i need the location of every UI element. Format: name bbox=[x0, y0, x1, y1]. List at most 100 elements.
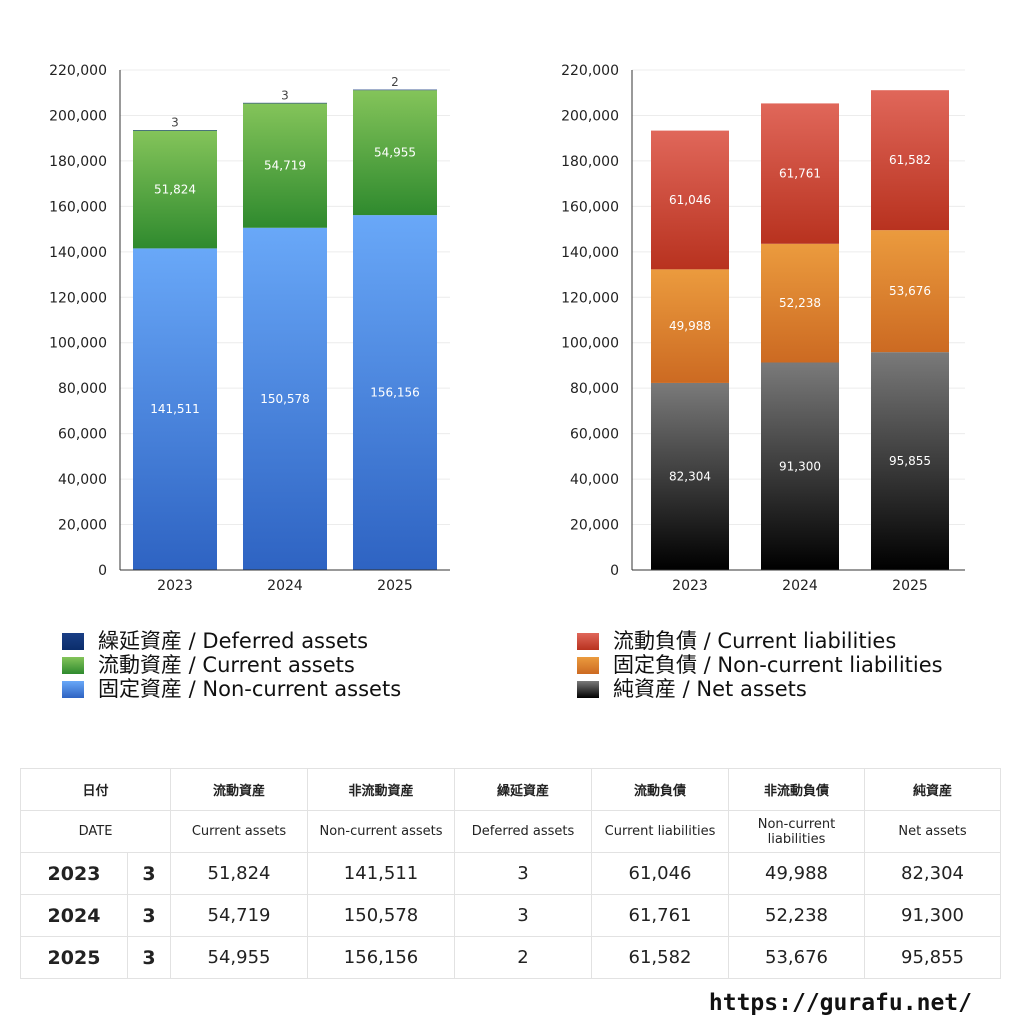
table-header: 繰延資産 bbox=[454, 768, 593, 811]
x-tick-label: 2025 bbox=[892, 578, 928, 594]
table-cell: 54,955 bbox=[170, 936, 309, 979]
bar-segment bbox=[353, 215, 437, 570]
data-label: 61,046 bbox=[669, 193, 711, 207]
bar-segment bbox=[243, 102, 327, 104]
legend-label: 固定資産 / Non-current assets bbox=[98, 677, 402, 701]
assets-legend: 繰延資産 / Deferred assets 流動資産 / Current as… bbox=[62, 629, 401, 701]
legend-item-non-current-assets: 固定資産 / Non-current assets bbox=[62, 677, 401, 701]
table-cell: 2 bbox=[454, 936, 593, 979]
data-label: 91,300 bbox=[779, 459, 821, 473]
table-header: Deferred assets bbox=[454, 810, 593, 853]
table-header: 流動資産 bbox=[170, 768, 309, 811]
bar-segment bbox=[871, 352, 949, 570]
y-tick-label: 100,000 bbox=[49, 336, 107, 352]
bar-segment bbox=[761, 243, 839, 363]
data-label: 82,304 bbox=[669, 469, 711, 483]
legend-item-current-assets: 流動資産 / Current assets bbox=[62, 653, 401, 677]
bar-segment bbox=[761, 362, 839, 570]
x-tick-label: 2023 bbox=[157, 578, 193, 594]
y-tick-label: 20,000 bbox=[570, 518, 619, 534]
y-tick-label: 100,000 bbox=[561, 336, 619, 352]
data-label: 61,761 bbox=[779, 167, 821, 181]
table-cell: 51,824 bbox=[170, 852, 309, 895]
table-header-row-en: DATE Current assets Non-current assets D… bbox=[19, 810, 1002, 853]
data-label: 2 bbox=[391, 75, 399, 89]
y-tick-label: 220,000 bbox=[49, 63, 107, 79]
x-tick-label: 2025 bbox=[377, 578, 413, 594]
legend-swatch bbox=[577, 680, 599, 698]
bar-segment bbox=[651, 130, 729, 270]
bar-segment bbox=[651, 269, 729, 383]
table-header: 日付 bbox=[19, 768, 172, 811]
x-tick-label: 2023 bbox=[672, 578, 708, 594]
legend-swatch bbox=[62, 632, 84, 650]
y-tick-label: 180,000 bbox=[561, 154, 619, 170]
legend-item-deferred-assets: 繰延資産 / Deferred assets bbox=[62, 629, 401, 653]
y-tick-label: 0 bbox=[610, 563, 619, 579]
table-cell: 49,988 bbox=[728, 852, 866, 895]
table-cell: 3 bbox=[454, 894, 593, 937]
data-label: 53,676 bbox=[889, 284, 931, 298]
bar-segment bbox=[353, 89, 437, 91]
table-header: Current assets bbox=[170, 810, 309, 853]
table-cell-year: 2023 bbox=[20, 852, 128, 895]
legend-item-current-liabilities: 流動負債 / Current liabilities bbox=[577, 629, 943, 653]
table-cell: 150,578 bbox=[307, 894, 456, 937]
bar-segment bbox=[133, 130, 217, 131]
table-header: 非流動負債 bbox=[728, 768, 866, 811]
table-cell-year: 2024 bbox=[20, 894, 128, 937]
table-cell: 141,511 bbox=[307, 852, 456, 895]
table-cell: 53,676 bbox=[728, 936, 866, 979]
financial-data-table: 日付 流動資産 非流動資産 繰延資産 流動負債 非流動負債 純資産 DATE C… bbox=[19, 768, 1002, 979]
table-cell-month: 3 bbox=[126, 894, 172, 937]
y-tick-label: 200,000 bbox=[49, 108, 107, 124]
legend-swatch bbox=[577, 656, 599, 674]
bar-segment bbox=[243, 103, 327, 228]
data-label: 49,988 bbox=[669, 319, 711, 333]
legend-label: 純資産 / Net assets bbox=[613, 677, 807, 701]
x-tick-label: 2024 bbox=[267, 578, 303, 594]
y-tick-label: 140,000 bbox=[49, 245, 107, 261]
y-tick-label: 120,000 bbox=[49, 290, 107, 306]
data-label: 150,578 bbox=[260, 392, 310, 406]
bar-segment bbox=[871, 90, 949, 231]
table-header: DATE bbox=[19, 810, 172, 853]
legend-item-non-current-liabilities: 固定負債 / Non-current liabilities bbox=[577, 653, 943, 677]
data-label: 156,156 bbox=[370, 386, 420, 400]
bar-segment bbox=[761, 103, 839, 244]
table-cell: 156,156 bbox=[307, 936, 456, 979]
data-label: 54,719 bbox=[264, 159, 306, 173]
table-cell: 61,582 bbox=[591, 936, 730, 979]
y-tick-label: 180,000 bbox=[49, 154, 107, 170]
table-cell: 61,046 bbox=[591, 852, 730, 895]
legend-label: 繰延資産 / Deferred assets bbox=[98, 629, 369, 653]
legend-swatch bbox=[62, 656, 84, 674]
y-tick-label: 140,000 bbox=[561, 245, 619, 261]
y-tick-label: 80,000 bbox=[58, 381, 107, 397]
table-cell-month: 3 bbox=[126, 936, 172, 979]
legend-swatch bbox=[62, 680, 84, 698]
bar-segment bbox=[133, 248, 217, 570]
y-tick-label: 40,000 bbox=[570, 472, 619, 488]
table-cell: 61,761 bbox=[591, 894, 730, 937]
y-tick-label: 200,000 bbox=[561, 108, 619, 124]
assets-chart: 141,511 51,824 3 150,578 54,719 3 156,156 54,95… bbox=[49, 63, 450, 594]
legend-swatch bbox=[577, 632, 599, 650]
legend-label: 流動負債 / Current liabilities bbox=[613, 629, 897, 653]
table-cell: 95,855 bbox=[864, 936, 1002, 979]
table-header-row-jp: 日付 流動資産 非流動資産 繰延資産 流動負債 非流動負債 純資産 bbox=[19, 768, 1002, 811]
bar-segment bbox=[871, 230, 949, 353]
table-cell-year: 2025 bbox=[20, 936, 128, 979]
bar-segment bbox=[353, 90, 437, 216]
data-label: 3 bbox=[171, 116, 179, 130]
table-header: Net assets bbox=[864, 810, 1002, 853]
table-cell: 54,719 bbox=[170, 894, 309, 937]
legend-item-net-assets: 純資産 / Net assets bbox=[577, 677, 943, 701]
y-tick-label: 40,000 bbox=[58, 472, 107, 488]
table-header: Non-current liabilities bbox=[728, 810, 866, 853]
table-header: 純資産 bbox=[864, 768, 1002, 811]
table-header: 流動負債 bbox=[591, 768, 730, 811]
table-row: 2024 3 54,719 150,578 3 61,761 52,238 91… bbox=[20, 894, 1002, 937]
data-label: 3 bbox=[281, 88, 289, 102]
legend-label: 固定負債 / Non-current liabilities bbox=[613, 653, 943, 677]
